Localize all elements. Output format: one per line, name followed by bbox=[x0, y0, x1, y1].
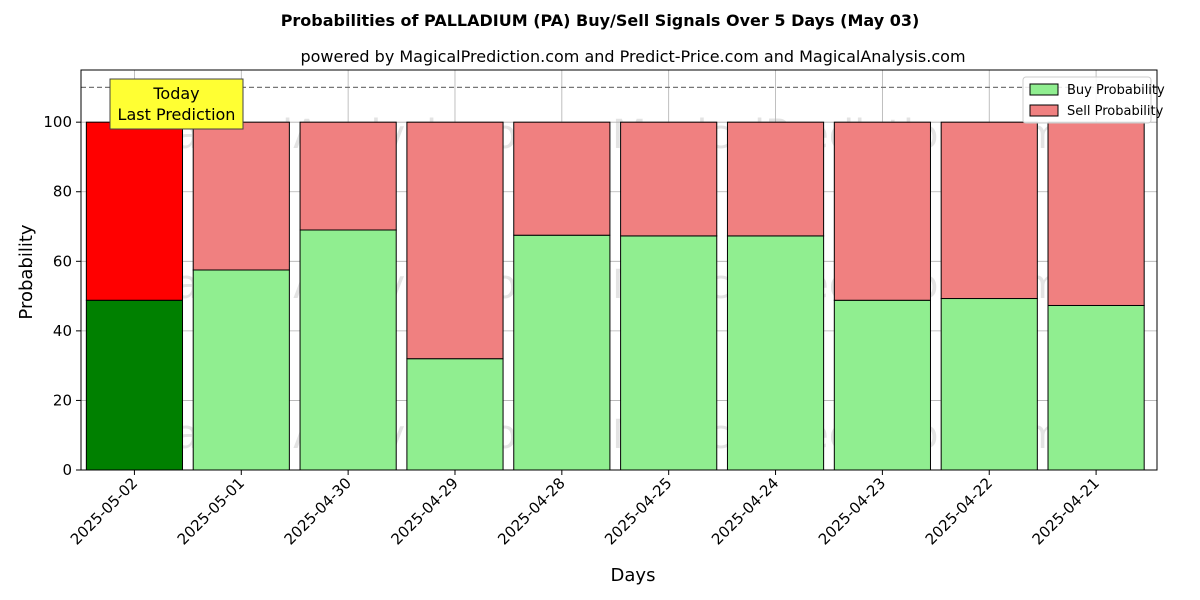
annotation-box bbox=[109, 78, 244, 130]
y-tick-label: 60 bbox=[53, 252, 72, 270]
sell-bar bbox=[620, 121, 718, 237]
sell-bar bbox=[940, 121, 1038, 300]
sell-bar bbox=[1047, 121, 1145, 306]
buy-bar bbox=[726, 235, 825, 471]
y-tick-label: 40 bbox=[53, 322, 72, 340]
y-tick-label: 100 bbox=[43, 113, 72, 131]
legend-swatch bbox=[1029, 83, 1059, 96]
legend-swatch bbox=[1029, 104, 1059, 117]
x-tick-label: 2025-04-25 bbox=[601, 474, 675, 548]
y-axis-label: Probability bbox=[16, 224, 37, 319]
plot-area: MagicalAnalysis.comMagicalPrediction.com… bbox=[43, 69, 1165, 548]
sell-bar bbox=[299, 121, 397, 231]
x-tick-label: 2025-04-22 bbox=[922, 474, 996, 548]
sell-bar bbox=[85, 121, 184, 301]
x-tick-label: 2025-05-02 bbox=[67, 474, 141, 548]
x-axis-label: Days bbox=[611, 565, 656, 586]
plot-frame bbox=[80, 69, 1158, 471]
y-tick-label: 80 bbox=[53, 183, 72, 201]
legend-label: Buy Probability bbox=[1067, 83, 1165, 98]
x-tick-label: 2025-04-24 bbox=[708, 474, 782, 548]
sell-bar bbox=[513, 121, 611, 236]
buy-bar bbox=[192, 269, 290, 471]
x-tick-label: 2025-05-01 bbox=[174, 474, 248, 548]
x-tick-label: 2025-04-21 bbox=[1029, 474, 1103, 548]
buy-bar bbox=[620, 235, 718, 471]
x-tick-label: 2025-04-28 bbox=[494, 474, 568, 548]
buy-bar bbox=[299, 229, 397, 471]
buy-bar bbox=[1047, 304, 1145, 471]
sell-bar bbox=[833, 121, 931, 301]
buy-bar bbox=[513, 234, 611, 471]
y-tick-label: 20 bbox=[53, 391, 72, 409]
chart-title: Probabilities of PALLADIUM (PA) Buy/Sell… bbox=[281, 11, 920, 30]
x-tick-label: 2025-04-23 bbox=[815, 474, 889, 548]
buy-bar bbox=[833, 299, 931, 471]
x-tick-label: 2025-04-30 bbox=[281, 474, 355, 548]
sell-bar bbox=[192, 121, 290, 271]
buy-bar bbox=[406, 358, 504, 471]
buy-bar bbox=[940, 298, 1038, 471]
chart-subtitle: powered by MagicalPrediction.com and Pre… bbox=[300, 47, 965, 66]
legend-label: Sell Probability bbox=[1067, 104, 1164, 119]
x-tick-label: 2025-04-29 bbox=[387, 474, 461, 548]
sell-bar bbox=[726, 121, 825, 237]
annotation-text: Last Prediction bbox=[118, 105, 236, 124]
buy-bar bbox=[85, 299, 184, 471]
y-tick-label: 0 bbox=[62, 461, 72, 479]
annotation-text: Today bbox=[152, 84, 199, 103]
sell-bar bbox=[406, 121, 504, 360]
